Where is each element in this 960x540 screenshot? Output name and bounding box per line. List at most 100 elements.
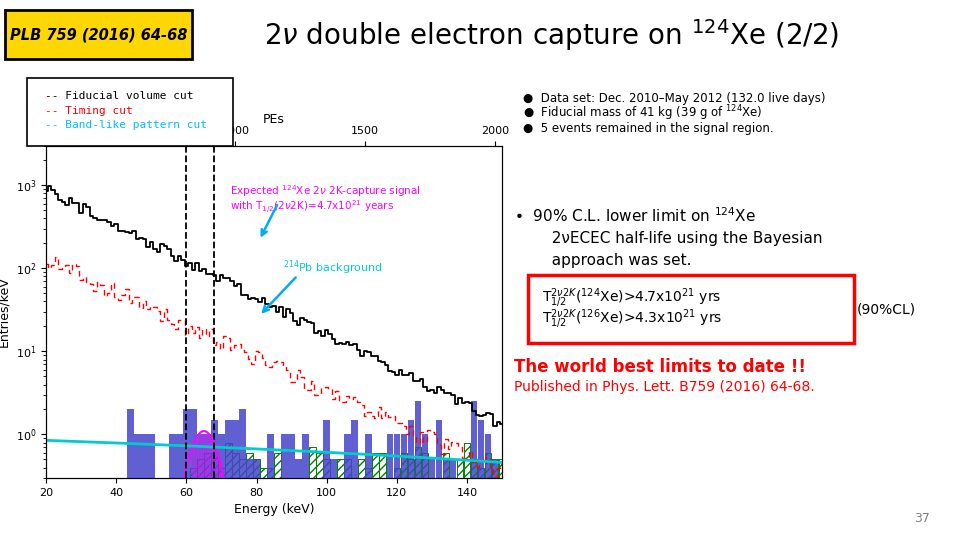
Bar	[226, 443, 231, 540]
Bar	[281, 435, 288, 540]
Bar	[345, 460, 351, 540]
Text: -- Band-like pattern cut: -- Band-like pattern cut	[45, 120, 207, 130]
Bar	[190, 468, 197, 540]
Bar	[195, 441, 199, 540]
Bar	[492, 460, 498, 540]
Text: with T$_{1/2}$(2$\nu$2K)=4.7x10$^{21}$ years: with T$_{1/2}$(2$\nu$2K)=4.7x10$^{21}$ y…	[230, 198, 395, 215]
Bar	[470, 401, 477, 540]
Text: •  90% C.L. lower limit on $^{124}$Xe: • 90% C.L. lower limit on $^{124}$Xe	[514, 207, 756, 225]
Bar	[415, 401, 421, 540]
Bar	[400, 453, 407, 540]
Bar	[394, 468, 400, 540]
Bar	[351, 478, 358, 540]
Text: ●  Fiducial mass of 41 kg (39 g of $^{124}$Xe): ● Fiducial mass of 41 kg (39 g of $^{124…	[523, 104, 763, 123]
Bar	[148, 435, 155, 540]
Bar	[387, 478, 394, 540]
Bar	[213, 448, 216, 540]
Bar	[183, 409, 190, 540]
Bar	[478, 420, 485, 540]
Text: T$_{1/2}^{2\nu2K}$($^{124}$Xe)>4.7x10$^{21}$ yrs: T$_{1/2}^{2\nu2K}$($^{124}$Xe)>4.7x10$^{…	[542, 287, 722, 310]
Bar	[366, 435, 372, 540]
Text: Expected $^{124}$Xe 2$\nu$ 2K-capture signal: Expected $^{124}$Xe 2$\nu$ 2K-capture si…	[230, 183, 421, 199]
Bar	[443, 460, 449, 540]
Bar	[176, 435, 182, 540]
Text: T$_{1/2}^{2\nu2K}$($^{126}$Xe)>4.3x10$^{21}$ yrs: T$_{1/2}^{2\nu2K}$($^{126}$Xe)>4.3x10$^{…	[542, 308, 723, 331]
Bar	[387, 435, 394, 540]
Text: -- Fiducial volume cut: -- Fiducial volume cut	[45, 91, 194, 101]
Bar	[408, 420, 414, 540]
Text: $^{214}$Pb background: $^{214}$Pb background	[283, 258, 383, 276]
Bar	[192, 448, 195, 540]
X-axis label: PEs: PEs	[263, 113, 285, 126]
Text: PLB 759 (2016) 64-68: PLB 759 (2016) 64-68	[11, 27, 187, 42]
Bar	[246, 453, 252, 540]
Bar	[379, 453, 386, 540]
Bar	[470, 460, 477, 540]
Bar	[436, 420, 443, 540]
Bar	[485, 453, 492, 540]
Bar	[324, 420, 330, 540]
Bar	[232, 420, 239, 540]
Bar	[345, 435, 351, 540]
Bar	[302, 435, 309, 540]
Bar	[421, 453, 428, 540]
Bar	[211, 420, 218, 540]
Text: ●  5 events remained in the signal region.: ● 5 events remained in the signal region…	[523, 122, 774, 135]
Bar	[267, 468, 274, 540]
Text: 2νECEC half-life using the Bayesian: 2νECEC half-life using the Bayesian	[542, 231, 823, 246]
Bar	[288, 435, 295, 540]
Bar	[309, 447, 316, 540]
Bar	[218, 468, 225, 540]
Bar	[499, 460, 505, 540]
Bar	[211, 453, 218, 540]
Bar	[351, 420, 358, 540]
Bar	[436, 478, 443, 540]
Bar	[197, 435, 204, 540]
Bar	[253, 460, 260, 540]
Bar	[246, 460, 252, 540]
Bar	[302, 478, 309, 540]
Bar	[127, 409, 133, 540]
Bar	[415, 447, 421, 540]
Bar	[288, 478, 295, 540]
Text: Published in Phys. Lett. B759 (2016) 64-68.: Published in Phys. Lett. B759 (2016) 64-…	[514, 380, 814, 394]
Bar	[275, 453, 281, 540]
Bar	[421, 435, 428, 540]
Bar	[218, 435, 225, 540]
Bar	[239, 460, 246, 540]
Bar	[400, 435, 407, 540]
Bar	[428, 460, 435, 540]
Bar	[449, 460, 456, 540]
Bar	[169, 435, 176, 540]
Bar	[366, 468, 372, 540]
Bar	[204, 435, 211, 540]
Bar	[330, 478, 337, 540]
Bar	[337, 460, 344, 540]
Text: The world best limits to date !!: The world best limits to date !!	[514, 358, 805, 376]
Bar	[464, 443, 470, 540]
Bar	[330, 460, 337, 540]
Text: 37: 37	[914, 512, 929, 525]
Bar	[220, 471, 223, 540]
X-axis label: Energy (keV): Energy (keV)	[234, 503, 314, 516]
Text: approach was set.: approach was set.	[542, 253, 692, 268]
Bar	[358, 460, 365, 540]
Bar	[449, 478, 456, 540]
Bar	[408, 460, 414, 540]
Bar	[141, 435, 148, 540]
Bar	[239, 409, 246, 540]
Bar	[394, 435, 400, 540]
Bar	[281, 478, 288, 540]
Bar	[296, 478, 302, 540]
Bar	[296, 460, 302, 540]
Bar	[205, 436, 209, 540]
Bar	[226, 420, 231, 540]
Bar	[216, 458, 220, 540]
Bar	[199, 436, 203, 540]
Bar	[183, 478, 190, 540]
FancyBboxPatch shape	[5, 10, 192, 59]
Bar	[428, 478, 435, 540]
Bar	[134, 435, 140, 540]
Bar	[203, 435, 205, 540]
Bar	[232, 453, 239, 540]
